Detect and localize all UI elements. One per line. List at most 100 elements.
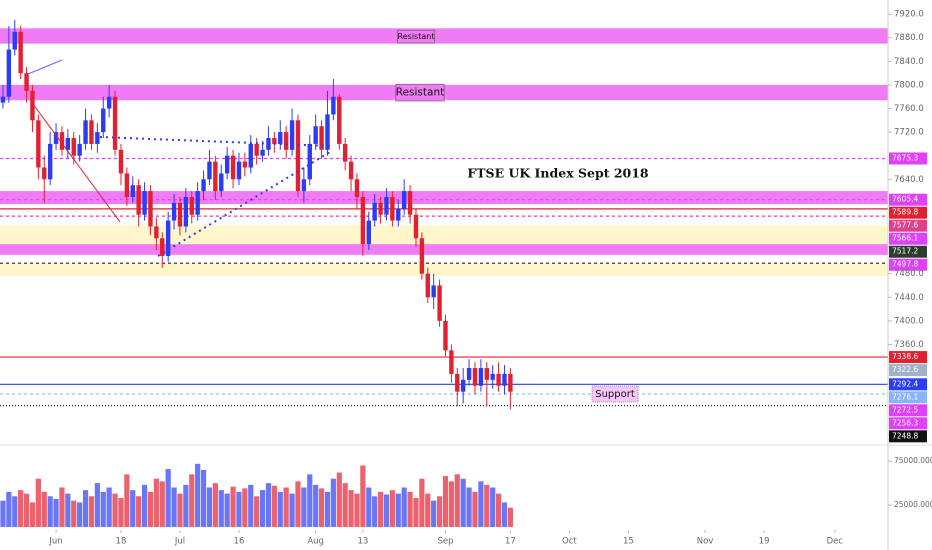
candle-body <box>230 155 236 180</box>
x-tick-label: 15 <box>623 537 634 547</box>
candle-body <box>6 49 12 97</box>
volume-bar <box>466 487 472 527</box>
candle-body <box>24 73 29 91</box>
y-tick-label: 7800.0 <box>894 80 924 90</box>
annotation: Resistant <box>398 32 435 41</box>
trend-line <box>27 59 63 75</box>
candle-body <box>83 120 88 144</box>
candle-body <box>183 196 189 227</box>
volume-bar <box>377 491 384 527</box>
volume-bar <box>301 487 307 527</box>
candle-body <box>437 285 442 321</box>
volume-bar <box>436 496 443 527</box>
candle-body <box>207 161 212 180</box>
candle-body <box>142 191 147 215</box>
candle-body <box>449 350 454 374</box>
level-label: 7338.6 <box>892 352 918 361</box>
volume-bar <box>29 502 36 527</box>
level-label: 7276.1 <box>892 392 918 401</box>
volume-bar <box>100 491 106 527</box>
volume-bar <box>295 481 301 527</box>
candle-body <box>118 149 124 174</box>
candle-body <box>272 138 277 144</box>
volume-bar <box>18 490 24 527</box>
levels <box>0 157 888 407</box>
volume-bar <box>425 493 431 527</box>
volume-bar <box>224 493 230 527</box>
level-label-bg <box>889 430 927 443</box>
level-label: 7272.5 <box>892 405 918 414</box>
band <box>0 225 888 245</box>
candle-body <box>219 173 224 192</box>
x-tick-label: 19 <box>759 537 770 547</box>
volume-bar <box>478 481 484 527</box>
candle-body <box>18 31 23 74</box>
volume-tick-label: 75000.0000 <box>894 456 932 465</box>
candle-body <box>124 173 130 197</box>
volume-bar <box>372 496 378 527</box>
volume-bar <box>12 496 18 527</box>
axes: 7920.0 7880.0 7840.0 7800.0 7760.0 7720.0 7640… <box>48 10 932 547</box>
candle-body <box>466 368 472 380</box>
level-label-bg <box>889 378 927 391</box>
volume-bar <box>342 483 348 527</box>
candle-body <box>260 149 265 156</box>
volume-bar <box>165 469 171 527</box>
volume-bar <box>313 484 319 527</box>
volume-bar <box>171 487 177 527</box>
band <box>0 191 888 205</box>
candle-body <box>331 96 336 115</box>
candle-body <box>136 185 141 215</box>
candle-body <box>307 143 312 180</box>
candle-body <box>325 114 330 150</box>
x-tick-label: Jul <box>174 537 185 547</box>
trend-line <box>29 99 121 223</box>
candle-body <box>301 179 307 192</box>
volume-bar <box>419 478 425 527</box>
candle-body <box>165 220 171 256</box>
candle-body <box>425 273 430 298</box>
x-tick-label: Dec <box>827 537 844 547</box>
volume-bar <box>442 476 449 527</box>
volume-bar <box>259 490 266 527</box>
candle-body <box>77 143 82 156</box>
candle-body <box>224 155 230 174</box>
level-label: 7605.4 <box>892 195 918 204</box>
volume-bar <box>159 481 165 527</box>
volume-bar <box>383 494 390 527</box>
volume-bar <box>94 483 100 527</box>
x-tick-label: Nov <box>697 537 714 547</box>
candle-body <box>413 214 419 239</box>
candle-body <box>313 126 318 144</box>
volume-bar <box>124 474 130 527</box>
volume-bar <box>106 487 112 527</box>
volume-bar <box>147 491 154 527</box>
candle-body <box>396 208 401 221</box>
level-label-bg <box>889 152 927 165</box>
volume-bar <box>118 498 124 527</box>
candle-body <box>248 143 253 168</box>
volume-bar <box>41 491 47 527</box>
volume-bar <box>206 487 213 527</box>
volume-bar <box>112 493 118 527</box>
band <box>0 244 888 255</box>
x-tick-label: 18 <box>116 537 127 547</box>
candle-body <box>490 373 495 380</box>
volume-bar <box>189 474 195 527</box>
volume-bar <box>490 487 496 527</box>
level-label-bg <box>889 364 927 377</box>
volume-bar <box>283 487 289 527</box>
candle-body <box>30 90 35 121</box>
annotation: Resistant <box>396 87 444 99</box>
level-label-bg <box>889 351 927 364</box>
candle-body <box>65 138 71 150</box>
volume-bar <box>23 493 30 527</box>
volume-bar <box>35 478 41 527</box>
candle-body <box>89 120 94 144</box>
candle-body <box>160 238 165 256</box>
level-label-bg <box>889 245 927 258</box>
level-label-bg <box>889 232 927 245</box>
volume-bar <box>242 488 248 527</box>
volume-bar <box>59 487 65 527</box>
candle-body <box>372 202 377 221</box>
